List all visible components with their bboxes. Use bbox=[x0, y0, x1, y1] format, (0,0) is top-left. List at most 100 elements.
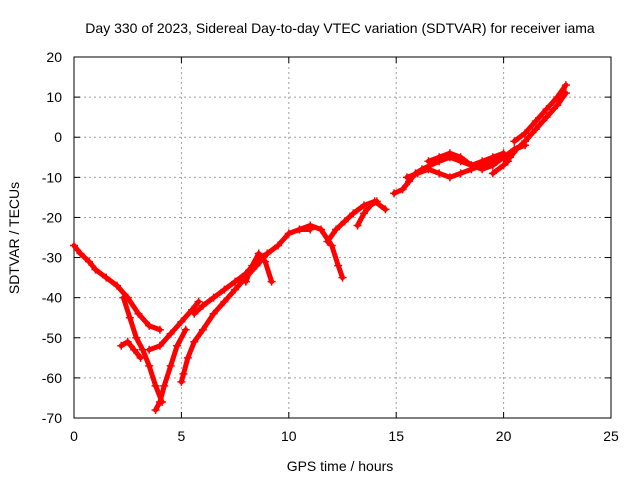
data-point bbox=[151, 381, 160, 390]
data-point bbox=[198, 301, 207, 310]
data-point bbox=[194, 297, 203, 306]
series-arc-10 bbox=[323, 197, 390, 246]
data-point bbox=[130, 345, 139, 354]
data-point bbox=[542, 105, 551, 114]
data-point bbox=[155, 397, 164, 406]
data-point bbox=[327, 241, 336, 250]
data-point bbox=[317, 225, 326, 234]
data-point bbox=[334, 261, 343, 270]
data-point bbox=[181, 325, 190, 334]
data-point bbox=[151, 405, 160, 414]
data-point bbox=[424, 165, 433, 174]
data-series bbox=[70, 81, 570, 414]
x-tick-label: 15 bbox=[388, 428, 404, 444]
data-point bbox=[198, 325, 207, 334]
data-point bbox=[332, 225, 341, 234]
series-line bbox=[425, 142, 528, 172]
y-axis-label: SDTVAR / TECUs bbox=[6, 182, 22, 294]
y-tick-label: -60 bbox=[42, 370, 62, 386]
data-point bbox=[183, 353, 192, 362]
data-point bbox=[353, 221, 362, 230]
data-point bbox=[445, 173, 454, 182]
series-arc-8 bbox=[241, 249, 276, 286]
data-point bbox=[553, 101, 562, 110]
data-point bbox=[136, 353, 145, 362]
data-point bbox=[323, 237, 332, 246]
series-line bbox=[178, 251, 270, 385]
data-point bbox=[531, 117, 540, 126]
data-point bbox=[456, 169, 465, 178]
data-point bbox=[145, 345, 154, 354]
data-point bbox=[390, 189, 399, 198]
data-point bbox=[561, 81, 570, 90]
data-point bbox=[209, 309, 218, 318]
data-point bbox=[173, 341, 182, 350]
data-point bbox=[220, 285, 229, 294]
y-tick-label: -40 bbox=[42, 290, 62, 306]
series-arc-4 bbox=[145, 297, 203, 354]
data-point bbox=[132, 333, 141, 342]
data-point bbox=[177, 317, 186, 326]
data-point bbox=[488, 161, 497, 170]
data-point bbox=[254, 249, 263, 258]
data-point bbox=[160, 381, 169, 390]
y-tick-label: -70 bbox=[42, 410, 62, 426]
data-point bbox=[209, 293, 218, 302]
data-point bbox=[248, 261, 257, 270]
y-tick-label: -50 bbox=[42, 330, 62, 346]
data-point bbox=[349, 209, 358, 218]
data-point bbox=[231, 285, 240, 294]
x-tick-label: 0 bbox=[70, 428, 78, 444]
data-point bbox=[424, 157, 433, 166]
data-point bbox=[112, 281, 121, 290]
y-tick-label: -20 bbox=[42, 209, 62, 225]
data-point bbox=[134, 309, 143, 318]
axis-ticks: 0 5 10 15 20 25 -70 -60 -50 -40 -30 -20 -10 0 10 20 bbox=[42, 49, 619, 444]
series-arc-14 bbox=[424, 141, 530, 174]
data-point bbox=[76, 249, 85, 258]
data-point bbox=[190, 309, 199, 318]
x-tick-label: 5 bbox=[178, 428, 186, 444]
data-point bbox=[261, 257, 270, 266]
series-line bbox=[324, 198, 388, 245]
data-point bbox=[499, 161, 508, 170]
data-point bbox=[521, 137, 530, 146]
data-point bbox=[155, 325, 164, 334]
data-point bbox=[512, 145, 521, 154]
data-point bbox=[188, 305, 197, 314]
data-point bbox=[306, 221, 315, 230]
data-point bbox=[456, 153, 465, 162]
x-axis-label: GPS time / hours bbox=[287, 458, 394, 474]
series-arc-16 bbox=[510, 81, 570, 146]
data-point bbox=[85, 257, 94, 266]
data-point bbox=[402, 173, 411, 182]
y-tick-label: 20 bbox=[46, 49, 62, 65]
series-line bbox=[391, 150, 507, 196]
data-point bbox=[177, 377, 186, 386]
series-arc-9 bbox=[295, 221, 347, 282]
series-arc-3 bbox=[117, 337, 145, 362]
y-tick-label: 10 bbox=[46, 89, 62, 105]
data-point bbox=[359, 209, 368, 218]
data-point bbox=[295, 225, 304, 234]
data-point bbox=[241, 277, 250, 286]
data-point bbox=[553, 93, 562, 102]
y-tick-label: -30 bbox=[42, 250, 62, 266]
data-point bbox=[145, 321, 154, 330]
series-arc-1 bbox=[70, 241, 164, 334]
series-line bbox=[118, 339, 144, 361]
data-point bbox=[445, 149, 454, 158]
data-point bbox=[488, 169, 497, 178]
chart-title: Day 330 of 2023, Sidereal Day-to-day VTE… bbox=[85, 20, 595, 36]
data-point bbox=[190, 337, 199, 346]
data-point bbox=[123, 337, 132, 346]
data-point bbox=[91, 265, 100, 274]
data-point bbox=[531, 125, 540, 134]
x-tick-label: 25 bbox=[603, 428, 619, 444]
data-point bbox=[145, 361, 154, 370]
data-point bbox=[274, 241, 283, 250]
data-point bbox=[398, 185, 407, 194]
data-point bbox=[284, 229, 293, 238]
series-arc-5 bbox=[151, 325, 190, 414]
